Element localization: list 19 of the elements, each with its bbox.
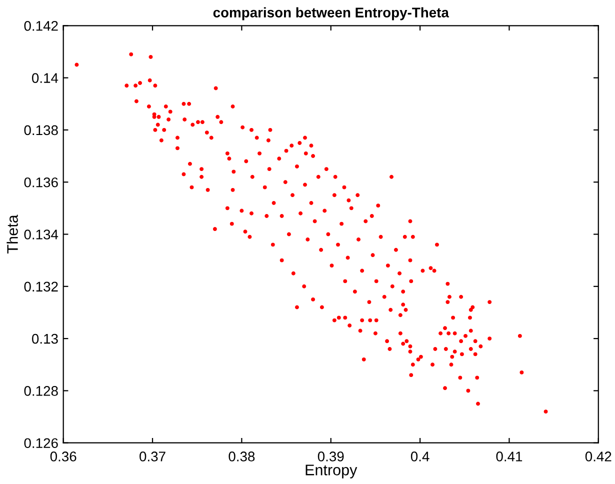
x-tick-label: 0.37 (140, 452, 166, 462)
x-tick-label: 0.41 (496, 452, 522, 462)
y-tick-label: 0.134 (24, 230, 58, 240)
x-tick-label: 0.39 (318, 452, 344, 462)
y-tick-label: 0.13 (32, 334, 58, 344)
chart-title: comparison between Entropy-Theta (213, 7, 450, 20)
y-tick-label: 0.136 (24, 177, 58, 188)
y-tick-label: 0.142 (24, 20, 58, 31)
x-tick-label: 0.4 (410, 452, 430, 462)
x-tick-label: 0.38 (228, 452, 255, 462)
y-tick-label: 0.132 (24, 282, 58, 292)
y-tick-label: 0.14 (32, 73, 58, 83)
y-tick-label: 0.138 (24, 125, 58, 136)
x-tick-label: 0.42 (585, 452, 612, 462)
x-axis-title: Entropy (306, 464, 358, 478)
x-tick-label: 0.36 (50, 452, 76, 462)
y-axis-title: Theta (6, 214, 18, 254)
y-tick-label: 0.126 (24, 438, 58, 448)
y-tick-label: 0.128 (24, 386, 58, 396)
